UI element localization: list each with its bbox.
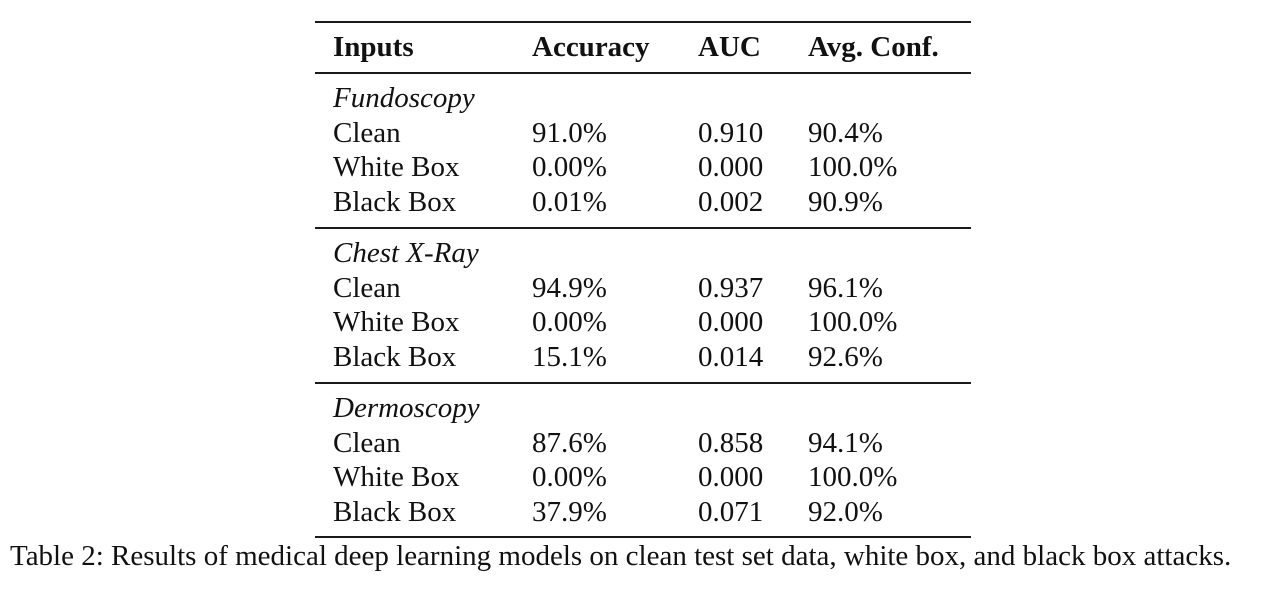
row-auc: 0.000	[698, 461, 764, 493]
row-accuracy: 15.1%	[532, 341, 607, 373]
row-auc: 0.910	[698, 117, 764, 149]
row-avg-conf: 90.9%	[808, 186, 883, 218]
row-avg-conf: 100.0%	[808, 306, 898, 338]
row-accuracy: 87.6%	[532, 427, 607, 459]
table-top-rule	[315, 21, 971, 23]
group-separator-rule	[315, 227, 971, 229]
row-auc: 0.858	[698, 427, 764, 459]
row-accuracy: 0.00%	[532, 151, 607, 183]
row-accuracy: 94.9%	[532, 272, 607, 304]
table-caption: Table 2: Results of medical deep learnin…	[10, 540, 1232, 572]
row-accuracy: 0.01%	[532, 186, 607, 218]
row-auc: 0.002	[698, 186, 764, 218]
row-avg-conf: 100.0%	[808, 461, 898, 493]
row-accuracy: 37.9%	[532, 496, 607, 528]
header-rule	[315, 72, 971, 74]
row-input: White Box	[333, 306, 460, 338]
row-input: Black Box	[333, 186, 457, 218]
row-input: Clean	[333, 427, 401, 459]
row-accuracy: 0.00%	[532, 306, 607, 338]
row-avg-conf: 90.4%	[808, 117, 883, 149]
row-input: Black Box	[333, 341, 457, 373]
row-accuracy: 91.0%	[532, 117, 607, 149]
row-auc: 0.000	[698, 306, 764, 338]
row-auc: 0.000	[698, 151, 764, 183]
row-auc: 0.937	[698, 272, 764, 304]
row-auc: 0.014	[698, 341, 764, 373]
row-input: Clean	[333, 117, 401, 149]
row-input: White Box	[333, 461, 460, 493]
row-input: White Box	[333, 151, 460, 183]
row-avg-conf: 100.0%	[808, 151, 898, 183]
row-input: Clean	[333, 272, 401, 304]
header-auc: AUC	[698, 31, 761, 63]
header-accuracy: Accuracy	[532, 31, 650, 63]
row-avg-conf: 96.1%	[808, 272, 883, 304]
group-title-fundoscopy: Fundoscopy	[333, 82, 475, 114]
row-avg-conf: 94.1%	[808, 427, 883, 459]
group-title-chest-x-ray: Chest X-Ray	[333, 237, 479, 269]
group-separator-rule	[315, 382, 971, 384]
row-auc: 0.071	[698, 496, 764, 528]
row-input: Black Box	[333, 496, 457, 528]
header-avg-conf: Avg. Conf.	[808, 31, 939, 63]
row-accuracy: 0.00%	[532, 461, 607, 493]
header-inputs: Inputs	[333, 31, 414, 63]
table-bottom-rule	[315, 536, 971, 538]
row-avg-conf: 92.6%	[808, 341, 883, 373]
row-avg-conf: 92.0%	[808, 496, 883, 528]
group-title-dermoscopy: Dermoscopy	[333, 392, 480, 424]
